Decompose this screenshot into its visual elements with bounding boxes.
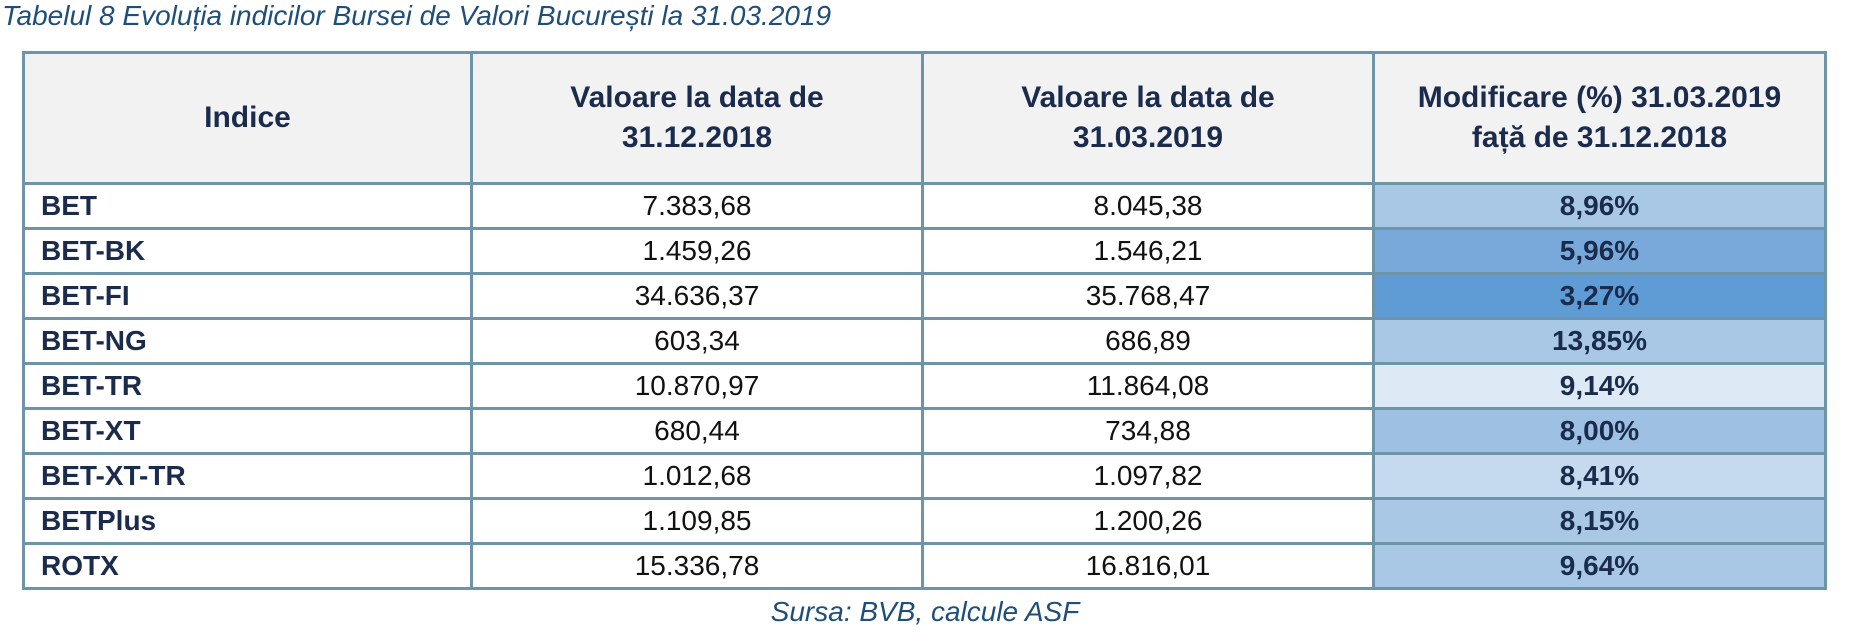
value-2018-cell: 1.459,26 [470,227,924,275]
index-name-cell: BET-FI [22,272,473,320]
value-2018-cell: 1.012,68 [470,452,924,500]
change-cell: 13,85% [1372,317,1827,365]
change-cell: 5,96% [1372,227,1827,275]
change-cell: 3,27% [1372,272,1827,320]
table-row: BET-XT 680,44 734,88 8,00% [22,407,1827,455]
value-2018-cell: 603,34 [470,317,924,365]
value-2018-cell: 34.636,37 [470,272,924,320]
value-2019-cell: 8.045,38 [921,182,1375,230]
header-change: Modificare (%) 31.03.2019 față de 31.12.2… [1372,51,1827,185]
value-2019-cell: 686,89 [921,317,1375,365]
index-name-cell: BET-NG [22,317,473,365]
change-cell: 9,64% [1372,542,1827,590]
table-caption: Tabelul 8 Evoluția indicilor Bursei de V… [2,0,831,32]
table-row: ROTX 15.336,78 16.816,01 9,64% [22,542,1827,590]
header-row: Indice Valoare la data de 31.12.2018 Valo… [22,51,1827,185]
value-2018-cell: 7.383,68 [470,182,924,230]
table-caption-label: Tabelul 8 [2,0,115,31]
value-2019-cell: 11.864,08 [921,362,1375,410]
table-row: BET-TR 10.870,97 11.864,08 9,14% [22,362,1827,410]
table-row: BET-XT-TR 1.012,68 1.097,82 8,41% [22,452,1827,500]
header-index: Indice [22,51,473,185]
index-name-cell: BET-XT [22,407,473,455]
value-2018-cell: 15.336,78 [470,542,924,590]
value-2019-cell: 1.546,21 [921,227,1375,275]
header-value-2019: Valoare la data de 31.03.2019 [921,51,1375,185]
index-name-cell: ROTX [22,542,473,590]
index-name-cell: BET-BK [22,227,473,275]
change-cell: 8,15% [1372,497,1827,545]
table-row: BET-NG 603,34 686,89 13,85% [22,317,1827,365]
change-cell: 8,41% [1372,452,1827,500]
value-2018-cell: 680,44 [470,407,924,455]
value-2018-cell: 1.109,85 [470,497,924,545]
header-value-2018: Valoare la data de 31.12.2018 [470,51,924,185]
table-row: BETPlus 1.109,85 1.200,26 8,15% [22,497,1827,545]
table-row: BET 7.383,68 8.045,38 8,96% [22,182,1827,230]
change-cell: 8,96% [1372,182,1827,230]
value-2019-cell: 734,88 [921,407,1375,455]
value-2019-cell: 35.768,47 [921,272,1375,320]
indices-table: Indice Valoare la data de 31.12.2018 Valo… [22,51,1827,590]
table-row: BET-FI 34.636,37 35.768,47 3,27% [22,272,1827,320]
value-2019-cell: 1.200,26 [921,497,1375,545]
value-2018-cell: 10.870,97 [470,362,924,410]
source-note: Sursa: BVB, calcule ASF [770,596,1080,627]
index-name-cell: BETPlus [22,497,473,545]
index-name-cell: BET-XT-TR [22,452,473,500]
table-row: BET-BK 1.459,26 1.546,21 5,96% [22,227,1827,275]
value-2019-cell: 1.097,82 [921,452,1375,500]
change-cell: 9,14% [1372,362,1827,410]
change-cell: 8,00% [1372,407,1827,455]
value-2019-cell: 16.816,01 [921,542,1375,590]
index-name-cell: BET [22,182,473,230]
index-name-cell: BET-TR [22,362,473,410]
table-caption-text: Evoluția indicilor Bursei de Valori Bucu… [122,0,832,31]
